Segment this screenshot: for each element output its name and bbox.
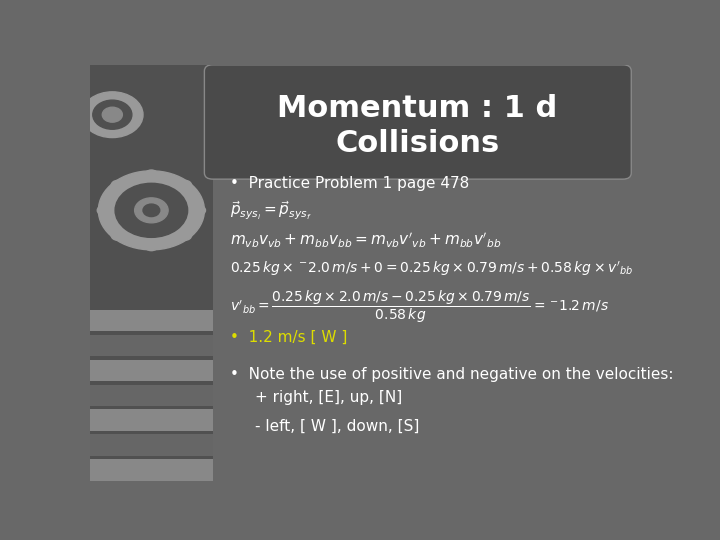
Circle shape xyxy=(143,204,160,217)
Bar xyxy=(90,310,213,331)
Circle shape xyxy=(97,205,111,215)
Text: •  1.2 m/s [ W ]: • 1.2 m/s [ W ] xyxy=(230,329,347,345)
Text: $\vec{p}_{sys_i} = \vec{p}_{sys_f}$: $\vec{p}_{sys_i} = \vec{p}_{sys_f}$ xyxy=(230,200,311,222)
Circle shape xyxy=(115,183,188,238)
Text: $v'_{bb} = \dfrac{0.25\,kg \times 2.0\,m/s - 0.25\,kg \times 0.79\,m/s}{0.58\,kg: $v'_{bb} = \dfrac{0.25\,kg \times 2.0\,m… xyxy=(230,288,608,325)
Text: Collisions: Collisions xyxy=(336,129,500,158)
Bar xyxy=(90,335,213,356)
Text: Momentum : 1 d: Momentum : 1 d xyxy=(277,94,558,123)
Text: $0.25\,kg \times\,^{-}2.0\,m/s + 0 = 0.25\,kg \times 0.79\,m/s + 0.58\,kg \times: $0.25\,kg \times\,^{-}2.0\,m/s + 0 = 0.2… xyxy=(230,260,633,279)
Bar xyxy=(90,460,213,481)
Text: + right, [E], up, [N]: + right, [E], up, [N] xyxy=(255,390,402,405)
Circle shape xyxy=(135,198,168,223)
FancyBboxPatch shape xyxy=(204,65,631,179)
Circle shape xyxy=(179,180,192,190)
Circle shape xyxy=(111,180,125,190)
Circle shape xyxy=(81,92,143,138)
Bar xyxy=(90,65,213,481)
Circle shape xyxy=(111,231,125,240)
Circle shape xyxy=(192,205,205,215)
Bar xyxy=(90,435,213,456)
Bar xyxy=(90,409,213,431)
Circle shape xyxy=(99,171,204,250)
Bar xyxy=(90,384,213,406)
Circle shape xyxy=(93,100,132,129)
Circle shape xyxy=(102,107,122,122)
Circle shape xyxy=(179,231,192,240)
Circle shape xyxy=(145,241,158,251)
Text: - left, [ W ], down, [S]: - left, [ W ], down, [S] xyxy=(255,419,419,434)
Text: •  Note the use of positive and negative on the velocities:: • Note the use of positive and negative … xyxy=(230,367,673,382)
Text: •  Practice Problem 1 page 478: • Practice Problem 1 page 478 xyxy=(230,176,469,191)
Circle shape xyxy=(145,170,158,180)
Text: $m_{vb}v_{vb} + m_{bb}v_{bb} = m_{vb}v'_{vb} + m_{bb}v'_{bb}$: $m_{vb}v_{vb} + m_{bb}v_{bb} = m_{vb}v'_… xyxy=(230,231,501,250)
Bar xyxy=(90,360,213,381)
